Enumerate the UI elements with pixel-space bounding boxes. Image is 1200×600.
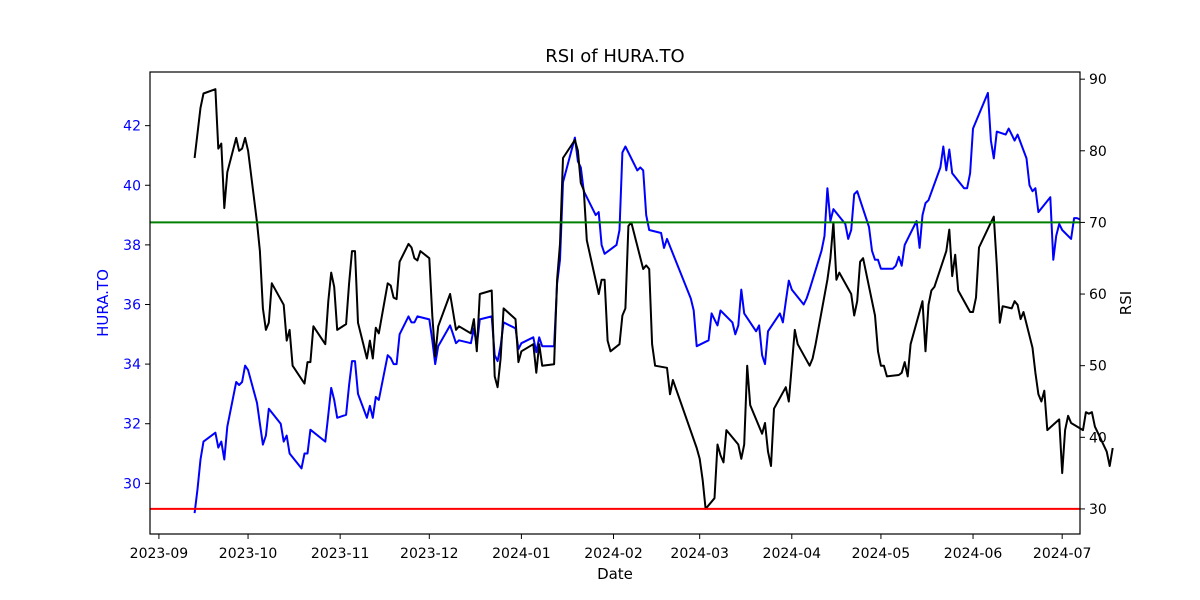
left-y-tick-label: 40 [123, 178, 141, 194]
right-y-axis-label: RSI [1117, 291, 1135, 315]
right-y-tick-label: 60 [1089, 287, 1107, 303]
x-tick-label: 2024-01 [492, 546, 551, 562]
rsi-series-line [193, 88, 1114, 510]
chart-title: RSI of HURA.TO [545, 46, 684, 67]
left-y-axis-label: HURA.TO [94, 269, 112, 337]
plot-frame [149, 71, 1081, 535]
right-y-tick-label: 80 [1089, 144, 1107, 160]
left-y-tick-label: 30 [123, 476, 141, 492]
x-axis-label: Date [597, 565, 633, 583]
right-y-tick-label: 70 [1089, 215, 1107, 231]
x-tick-label: 2023-10 [219, 546, 278, 562]
left-y-tick-label: 34 [123, 357, 141, 373]
x-tick-label: 2024-06 [944, 546, 1003, 562]
x-tick-label: 2024-04 [763, 546, 822, 562]
left-y-tick-label: 38 [123, 238, 141, 254]
right-y-tick-label: 90 [1089, 72, 1107, 88]
series-layer [150, 88, 1114, 514]
x-tick-label: 2023-12 [400, 546, 459, 562]
left-y-axis: 30 32 34 36 38 40 42 [123, 119, 150, 492]
x-tick-label: 2024-02 [584, 546, 643, 562]
left-y-tick-label: 36 [123, 297, 141, 313]
right-y-axis: 30 40 50 60 70 80 90 [1080, 72, 1107, 518]
left-y-tick-label: 42 [123, 119, 141, 135]
price-series-line [193, 91, 1081, 514]
x-tick-label: 2023-09 [130, 546, 189, 562]
x-tick-label: 2024-07 [1033, 546, 1092, 562]
x-tick-label: 2024-05 [852, 546, 911, 562]
x-tick-label: 2023-11 [311, 546, 370, 562]
x-tick-label: 2024-03 [670, 546, 729, 562]
right-y-tick-label: 30 [1089, 502, 1107, 518]
left-y-tick-label: 32 [123, 417, 141, 433]
right-y-tick-label: 50 [1089, 359, 1107, 375]
right-y-tick-label: 40 [1089, 430, 1107, 446]
x-axis: 2023-09 2023-10 2023-11 2023-12 2024-01 2024-… [130, 534, 1092, 562]
